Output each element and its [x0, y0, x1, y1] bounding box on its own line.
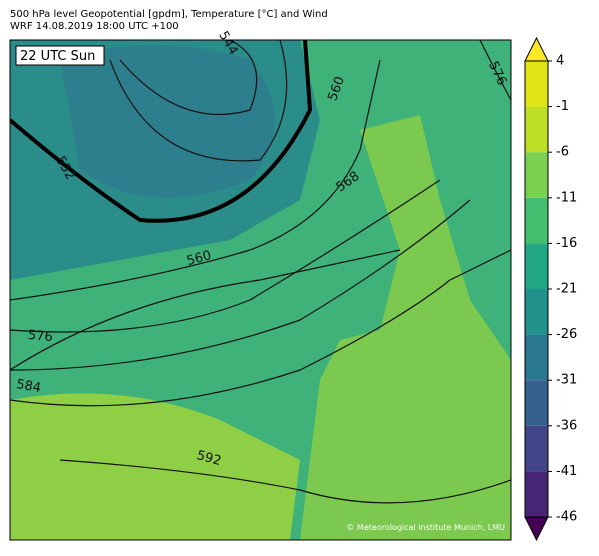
- contour-label: 560: [185, 248, 213, 269]
- colorbar-band: [525, 334, 548, 381]
- colorbar-tick-label: -16: [556, 236, 577, 251]
- colorbar-band: [525, 197, 548, 244]
- contour-label: 584: [15, 377, 42, 396]
- colorbar-tick-label: 4: [556, 54, 564, 69]
- colorbar-band: [525, 106, 548, 153]
- contour-label: 592: [195, 448, 223, 469]
- time-label: 22 UTC Sun: [20, 49, 95, 64]
- colorbar-tick-label: -46: [556, 510, 577, 525]
- subtitle: WRF 14.08.2019 18:00 UTC +100: [10, 21, 179, 32]
- colorbar-tick-label: -41: [556, 464, 577, 479]
- title: 500 hPa level Geopotential [gpdm], Tempe…: [10, 9, 328, 20]
- cold-core: [60, 45, 275, 198]
- colorbar-tick-label: -11: [556, 190, 577, 205]
- colorbar-band: [525, 243, 548, 289]
- colorbar-band: [525, 289, 548, 335]
- colorbar-tick-label: -6: [556, 145, 569, 160]
- colorbar-tick-label: -21: [556, 282, 577, 297]
- colorbar-band: [525, 380, 548, 426]
- colorbar-tick-label: -36: [556, 418, 577, 433]
- colorbar-band: [525, 425, 548, 472]
- colorbar-band: [525, 471, 548, 517]
- colorbar-tick-label: -1: [556, 99, 569, 114]
- map: 22 UTC Sun © Meteorological Institute Mu…: [9, 29, 512, 541]
- colorbar-band: [525, 152, 548, 198]
- colorbar-extension: [524, 36, 549, 62]
- colorbar-tick-label: -26: [556, 327, 577, 342]
- warm-region: [300, 115, 511, 540]
- colorbar: 4 -1 -6 -11 -16 -21 -26 -31 -36 -41 -46: [524, 36, 577, 542]
- warm-region: [10, 393, 300, 540]
- colorbar-band: [525, 61, 548, 107]
- colorbar-tick-label: -31: [556, 373, 577, 388]
- contour-label: 576: [27, 328, 53, 345]
- copyright: © Meteorological Institute Munich, LMU: [346, 523, 505, 532]
- colorbar-extension: [524, 516, 549, 542]
